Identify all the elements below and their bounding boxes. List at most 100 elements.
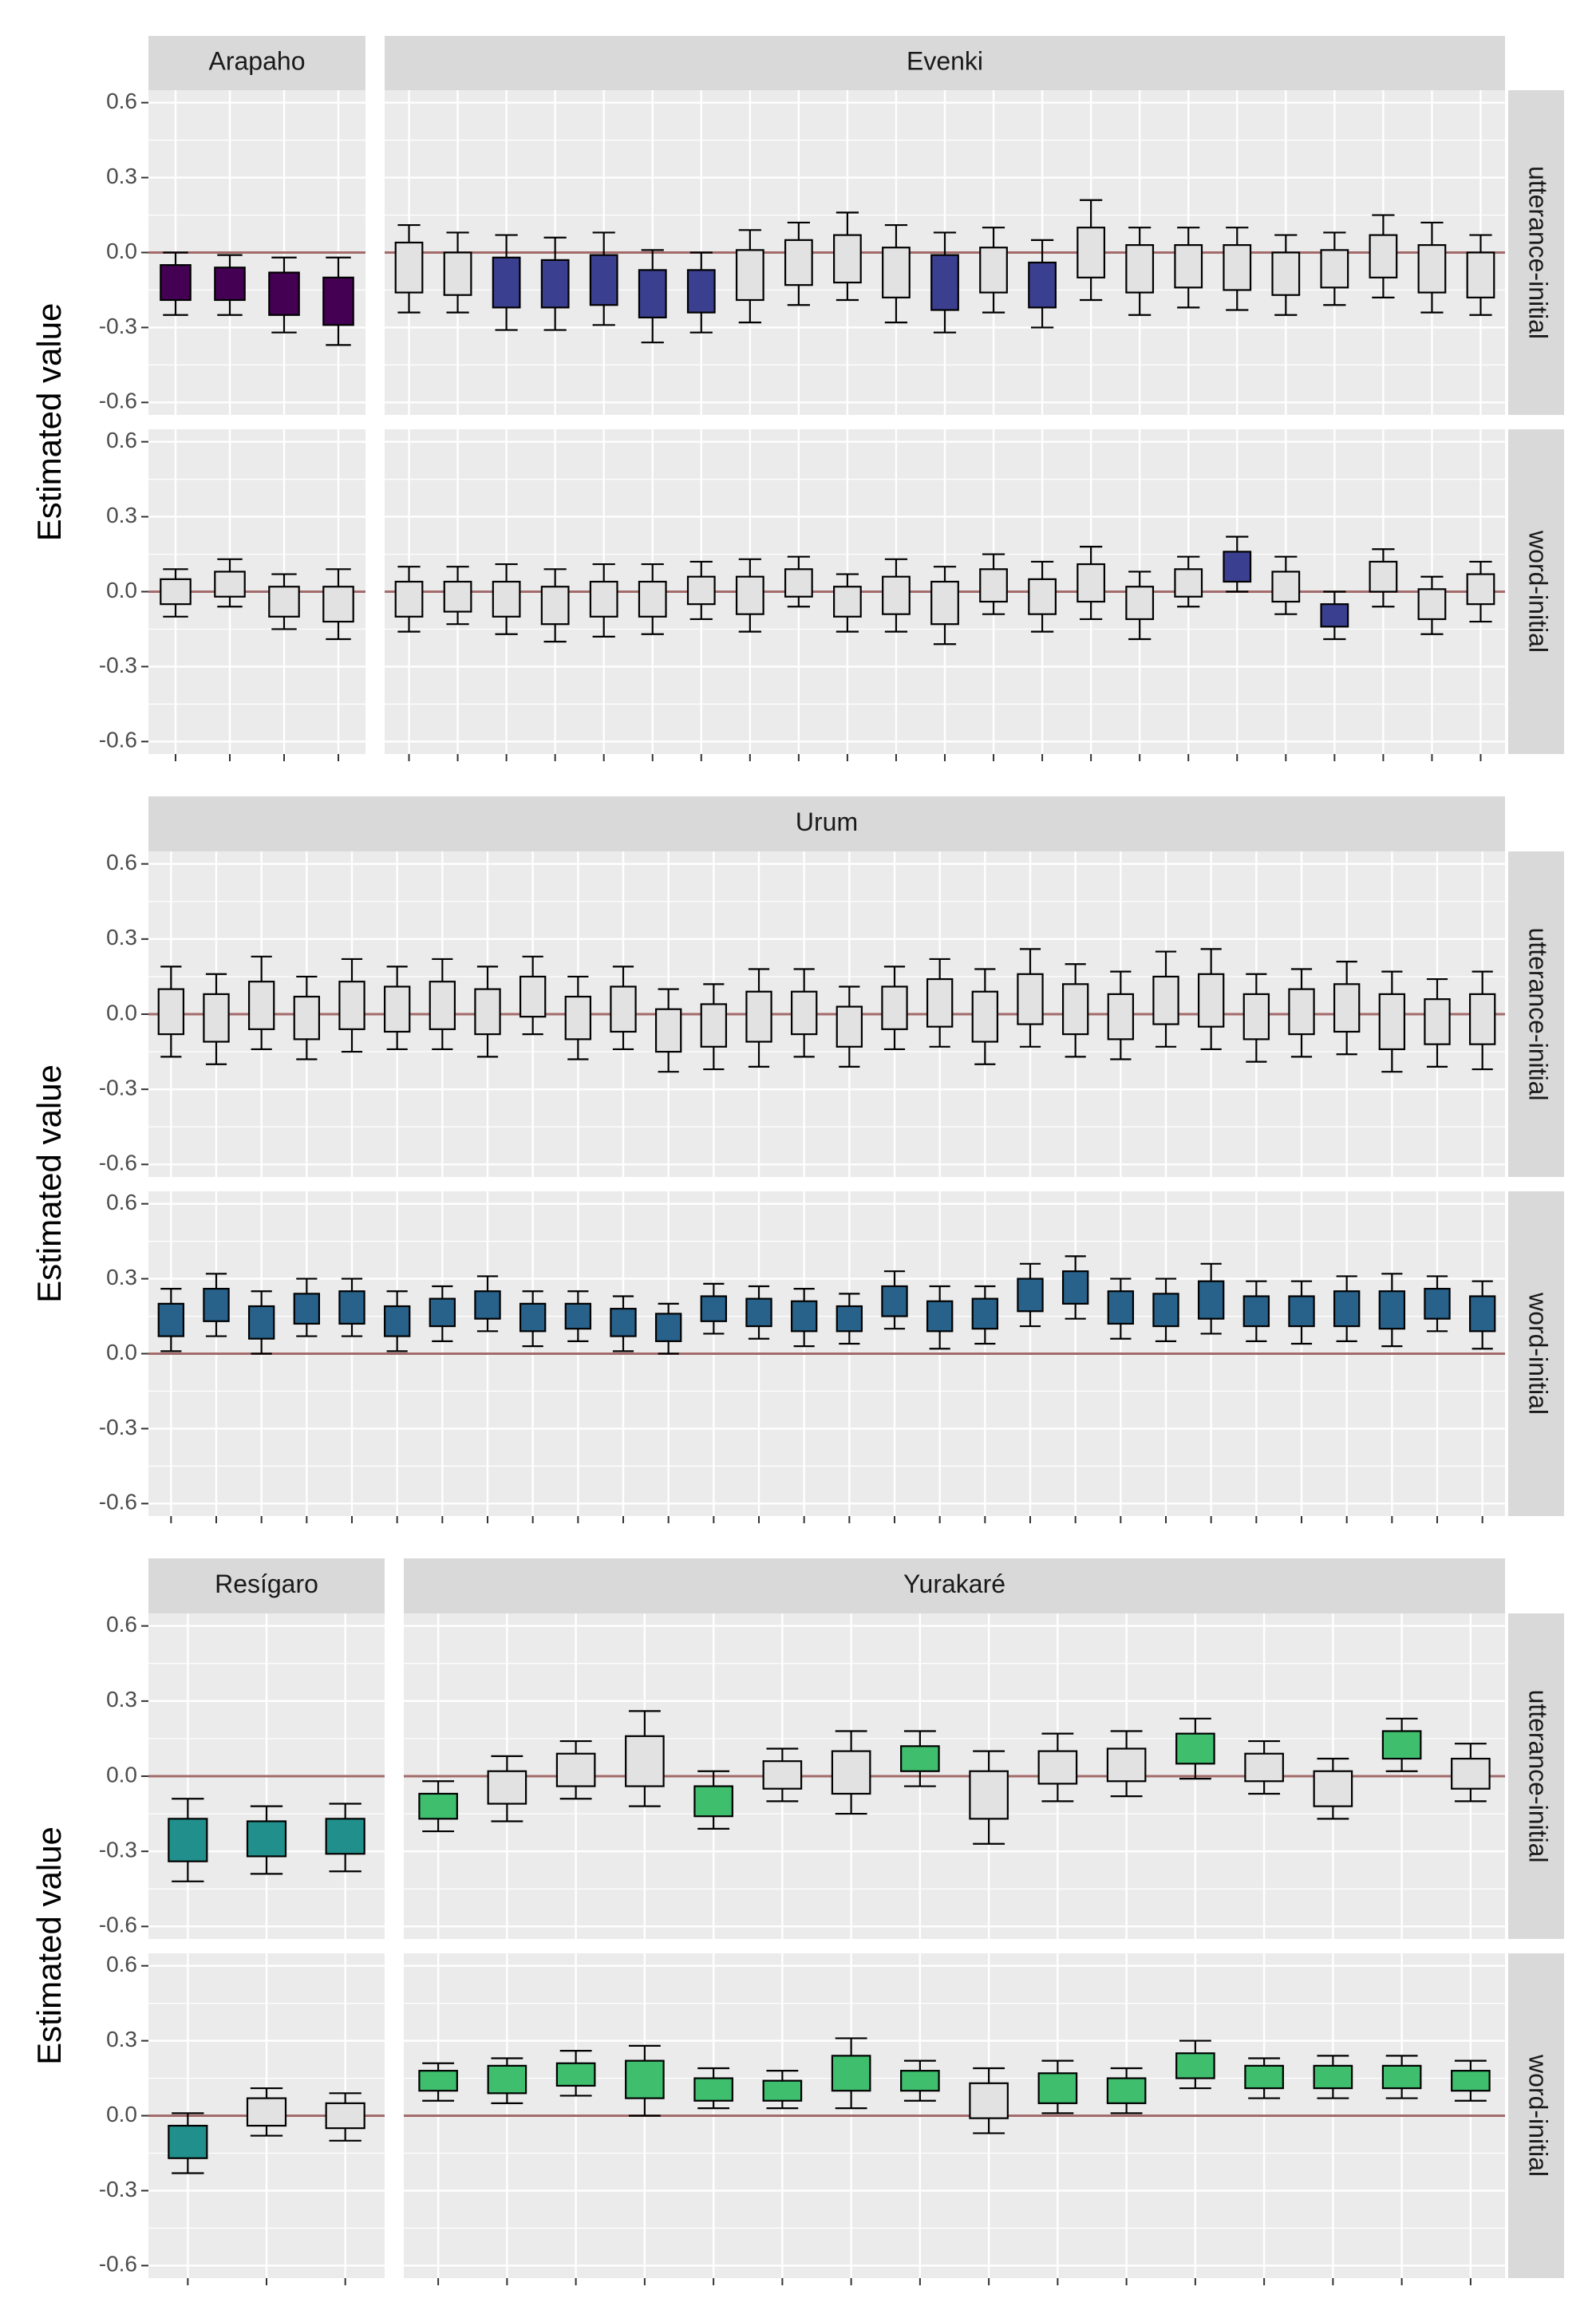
box-rect [1320, 603, 1349, 628]
box-rect [762, 1760, 803, 1790]
panel-utterance-initial: utterance-initial [404, 1613, 1564, 1939]
box-rect [268, 586, 300, 618]
box-3 [325, 2092, 365, 2142]
box-3 [325, 1803, 365, 1873]
box-5 [338, 1277, 365, 1337]
box-rect [979, 247, 1008, 294]
box-rect [492, 256, 521, 309]
y-tick-label: 0.6 [106, 850, 137, 875]
box-rect [429, 981, 456, 1030]
box-rect [1333, 1290, 1361, 1328]
box-12 [654, 1302, 682, 1355]
box-13 [979, 553, 1008, 615]
box-2 [203, 1273, 230, 1337]
y-tick-label: 0.0 [106, 239, 137, 263]
facet-strip [385, 36, 1505, 90]
box-10 [564, 975, 592, 1060]
box-4 [540, 568, 570, 643]
box-rect [1223, 244, 1252, 291]
box-6 [383, 1290, 411, 1352]
box-rect [1174, 244, 1203, 289]
box-rect [1175, 2052, 1215, 2079]
box-rect [1077, 227, 1106, 278]
box-rect [1107, 1290, 1135, 1325]
box-rect [638, 269, 667, 318]
y-tick-label: -0.6 [99, 728, 137, 752]
y-tick-label: 0.6 [106, 1190, 137, 1214]
box-2 [214, 254, 246, 316]
y-axis-label: Estimated value [30, 1826, 68, 2065]
box-rect [971, 1297, 999, 1330]
box-4 [293, 975, 321, 1060]
box-rect [1288, 988, 1315, 1036]
row-strip-label: word-initial [1524, 2054, 1553, 2177]
facet-evenki: Evenki utterance-initial word-initial [385, 36, 1564, 761]
box-5 [589, 563, 618, 638]
y-tick-label: -0.6 [99, 1913, 137, 1937]
box-30 [1468, 970, 1496, 1071]
box-2 [246, 1805, 287, 1875]
box-29 [1424, 1275, 1451, 1333]
box-rect [1417, 244, 1447, 294]
box-2 [246, 2087, 287, 2137]
box-rect [745, 1297, 772, 1328]
box-20 [1320, 231, 1349, 306]
box-rect [1468, 993, 1496, 1045]
box-6 [638, 249, 667, 344]
box-rect [474, 1290, 501, 1320]
box-11 [1106, 2067, 1147, 2115]
facet-title: Urum [796, 808, 858, 836]
box-14 [1028, 560, 1057, 633]
box-10 [833, 573, 862, 633]
box-4 [625, 1710, 665, 1807]
box-rect [790, 1300, 818, 1333]
box-rect [1197, 1280, 1225, 1320]
box-21 [1061, 1255, 1089, 1320]
box-rect [638, 580, 667, 618]
box-rect [1288, 1295, 1315, 1328]
box-28 [1378, 970, 1406, 1073]
box-13 [700, 1282, 728, 1335]
box-1 [168, 2112, 208, 2174]
box-rect [1197, 973, 1225, 1028]
box-rect [589, 254, 618, 306]
box-rect [1424, 998, 1451, 1045]
box-rect [745, 990, 772, 1043]
box-15 [1077, 546, 1106, 621]
box-19 [1271, 234, 1301, 316]
box-rect [1468, 1295, 1496, 1333]
y-tick-label: 0.0 [106, 1762, 137, 1787]
box-14 [745, 968, 772, 1068]
box-rect [492, 580, 521, 618]
row-strip [1508, 1613, 1564, 1939]
box-rect [247, 981, 275, 1030]
box-22 [1107, 1277, 1135, 1340]
box-18 [1223, 535, 1252, 593]
box-2 [443, 231, 472, 314]
box-7 [686, 560, 716, 621]
box-12 [930, 231, 959, 334]
box-rect [1017, 973, 1044, 1025]
box-17 [881, 965, 908, 1051]
box-16 [836, 1293, 863, 1345]
facet-urum: Urum-0.6-0.30.00.30.6utterance-initial-0… [99, 796, 1564, 1523]
box-rect [979, 568, 1008, 603]
box-8 [900, 2059, 940, 2102]
box-rect [203, 993, 230, 1043]
box-6 [762, 1747, 803, 1803]
box-rect [246, 2097, 287, 2127]
box-9 [969, 2067, 1009, 2134]
box-17 [1174, 227, 1203, 309]
box-13 [979, 227, 1008, 314]
box-15 [790, 1287, 818, 1348]
y-tick-label: 0.0 [106, 578, 137, 602]
box-rect [700, 1295, 728, 1322]
box-rect [1451, 1757, 1491, 1790]
row-strip-label: word-initial [1524, 1292, 1553, 1415]
box-2 [443, 566, 472, 626]
box-rect [1271, 251, 1301, 296]
box-20 [1017, 1262, 1044, 1328]
box-11 [610, 965, 637, 1051]
box-rect [443, 251, 472, 296]
box-4 [322, 568, 354, 641]
